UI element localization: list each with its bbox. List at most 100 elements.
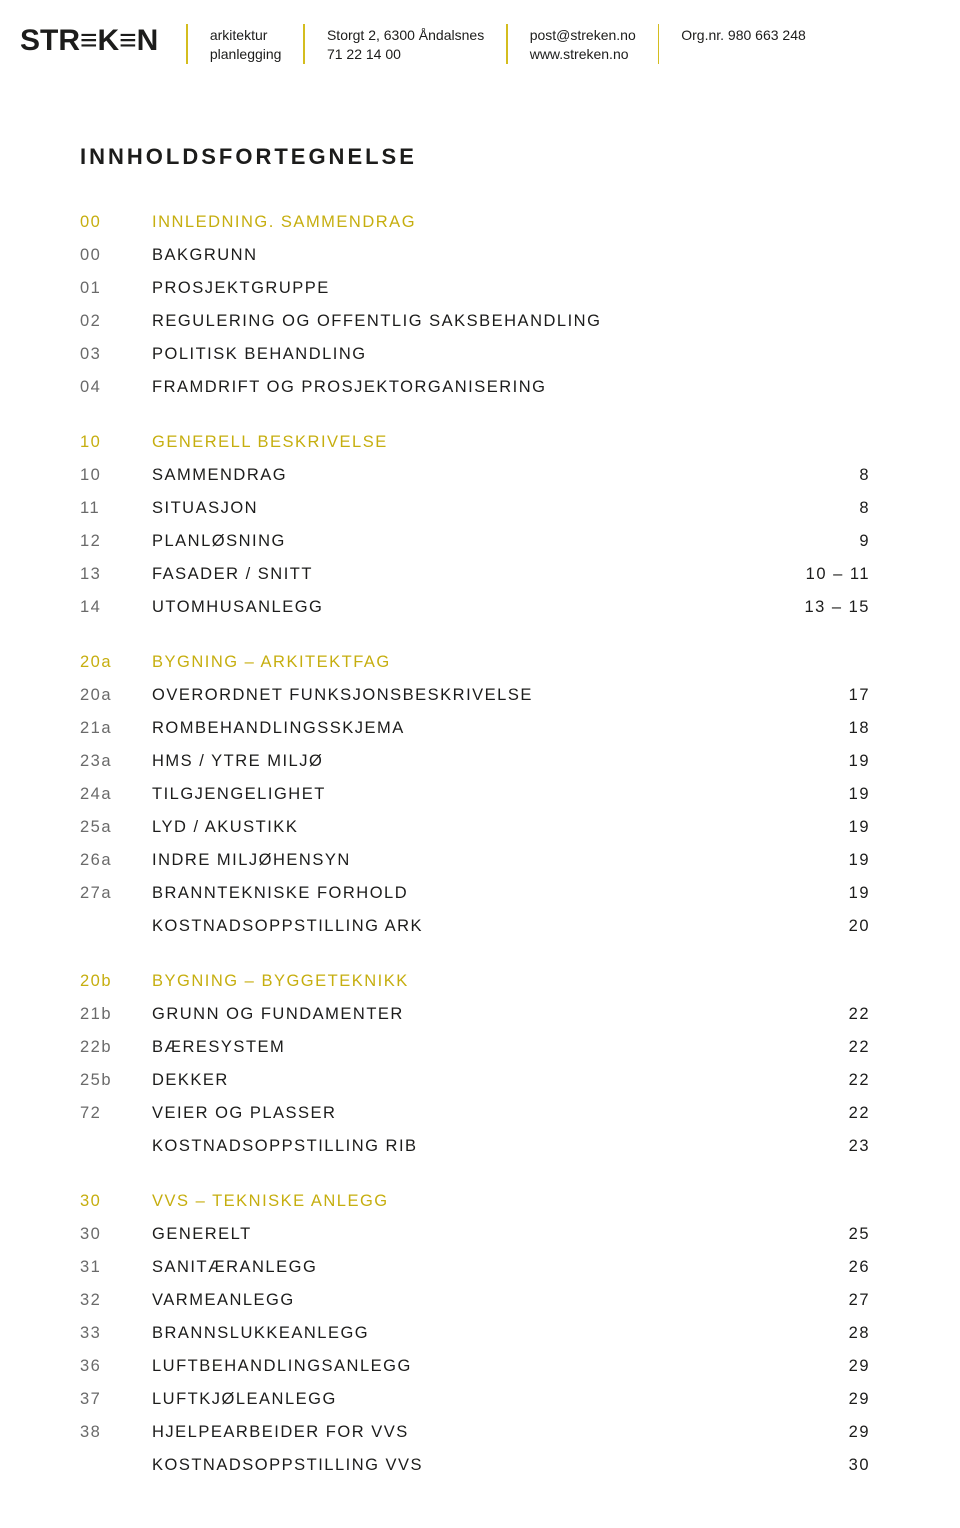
toc-num: 14 <box>80 591 152 624</box>
page-title: INNHOLDSFORTEGNELSE <box>80 144 870 170</box>
toc-num: 23a <box>80 745 152 778</box>
toc-section: 30VVS – TEKNISKE ANLEGG30GENERELT2531SAN… <box>80 1185 870 1482</box>
toc-num: 25b <box>80 1064 152 1097</box>
toc-label: POLITISK BEHANDLING <box>152 338 800 371</box>
toc-page: 19 <box>800 745 870 778</box>
toc-page: 22 <box>800 1064 870 1097</box>
toc-num: 02 <box>80 305 152 338</box>
toc-label: BRANNTEKNISKE FORHOLD <box>152 877 800 910</box>
toc-label: INDRE MILJØHENSYN <box>152 844 800 877</box>
toc-page: 30 <box>800 1449 870 1482</box>
toc-label: FASADER / SNITT <box>152 558 800 591</box>
toc-section: 20bBYGNING – BYGGETEKNIKK21bGRUNN OG FUN… <box>80 965 870 1163</box>
toc-row: 02REGULERING OG OFFENTLIG SAKSBEHANDLING <box>80 305 870 338</box>
toc-label: VVS – TEKNISKE ANLEGG <box>152 1185 870 1218</box>
toc-section-heading: 10GENERELL BESKRIVELSE <box>80 426 870 459</box>
toc-row: 37LUFTKJØLEANLEGG29 <box>80 1383 870 1416</box>
info-line: post@streken.no <box>530 26 636 45</box>
info-line: Storgt 2, 6300 Åndalsnes <box>327 26 484 45</box>
toc-section-heading: 20aBYGNING – ARKITEKTFAG <box>80 646 870 679</box>
info-line: arkitektur <box>210 26 282 45</box>
info-line: www.streken.no <box>530 45 636 64</box>
toc-section-heading: 30VVS – TEKNISKE ANLEGG <box>80 1185 870 1218</box>
toc-label: BYGNING – ARKITEKTFAG <box>152 646 870 679</box>
toc-label: INNLEDNING. SAMMENDRAG <box>152 206 870 239</box>
toc-label: UTOMHUSANLEGG <box>152 591 800 624</box>
toc-num: 25a <box>80 811 152 844</box>
toc-page: 8 <box>800 459 870 492</box>
toc-label: BYGNING – BYGGETEKNIKK <box>152 965 870 998</box>
toc-page: 28 <box>800 1317 870 1350</box>
toc-label: BÆRESYSTEM <box>152 1031 800 1064</box>
toc-row: 30GENERELT25 <box>80 1218 870 1251</box>
toc-num: 10 <box>80 459 152 492</box>
toc-label: KOSTNADSOPPSTILLING ARK <box>152 910 800 943</box>
toc-num: 30 <box>80 1185 152 1218</box>
toc-num: 26a <box>80 844 152 877</box>
toc-label: GENERELT <box>152 1218 800 1251</box>
table-of-contents: 00INNLEDNING. SAMMENDRAG00BAKGRUNN01PROS… <box>80 206 870 1482</box>
toc-row: 36LUFTBEHANDLINGSANLEGG29 <box>80 1350 870 1383</box>
toc-num: 04 <box>80 371 152 404</box>
toc-row: 25aLYD / AKUSTIKK19 <box>80 811 870 844</box>
toc-section-heading: 00INNLEDNING. SAMMENDRAG <box>80 206 870 239</box>
toc-label: BAKGRUNN <box>152 239 800 272</box>
toc-num: 72 <box>80 1097 152 1130</box>
toc-num: 20b <box>80 965 152 998</box>
toc-row: 11SITUASJON8 <box>80 492 870 525</box>
toc-num: 38 <box>80 1416 152 1449</box>
toc-row: 12PLANLØSNING9 <box>80 525 870 558</box>
toc-page: 29 <box>800 1350 870 1383</box>
toc-row: 10SAMMENDRAG8 <box>80 459 870 492</box>
toc-page: 10 – 11 <box>800 558 870 591</box>
toc-num: 37 <box>80 1383 152 1416</box>
toc-row: 72VEIER OG PLASSER22 <box>80 1097 870 1130</box>
toc-label: DEKKER <box>152 1064 800 1097</box>
toc-row: 23aHMS / YTRE MILJØ19 <box>80 745 870 778</box>
toc-page: 9 <box>800 525 870 558</box>
toc-num: 21b <box>80 998 152 1031</box>
toc-label: HMS / YTRE MILJØ <box>152 745 800 778</box>
toc-section: 10GENERELL BESKRIVELSE10SAMMENDRAG811SIT… <box>80 426 870 624</box>
info-line: planlegging <box>210 45 282 64</box>
toc-num: 00 <box>80 239 152 272</box>
toc-row: 20aOVERORDNET FUNKSJONSBESKRIVELSE17 <box>80 679 870 712</box>
toc-label: LUFTBEHANDLINGSANLEGG <box>152 1350 800 1383</box>
toc-label: KOSTNADSOPPSTILLING VVS <box>152 1449 800 1482</box>
info-col-1: arkitektur planlegging <box>188 26 304 64</box>
toc-num: 01 <box>80 272 152 305</box>
toc-num: 13 <box>80 558 152 591</box>
toc-num: 10 <box>80 426 152 459</box>
toc-label: SAMMENDRAG <box>152 459 800 492</box>
toc-label: VEIER OG PLASSER <box>152 1097 800 1130</box>
toc-num: 24a <box>80 778 152 811</box>
toc-row: 25bDEKKER22 <box>80 1064 870 1097</box>
toc-num: 22b <box>80 1031 152 1064</box>
toc-page: 29 <box>800 1383 870 1416</box>
toc-page: 29 <box>800 1416 870 1449</box>
toc-row: KOSTNADSOPPSTILLING ARK20 <box>80 910 870 943</box>
toc-row: 14UTOMHUSANLEGG13 – 15 <box>80 591 870 624</box>
toc-page: 19 <box>800 778 870 811</box>
toc-row: 21aROMBEHANDLINGSSKJEMA18 <box>80 712 870 745</box>
toc-label: PLANLØSNING <box>152 525 800 558</box>
toc-row: 32VARMEANLEGG27 <box>80 1284 870 1317</box>
toc-num: 21a <box>80 712 152 745</box>
toc-row: 04FRAMDRIFT OG PROSJEKTORGANISERING <box>80 371 870 404</box>
toc-num: 32 <box>80 1284 152 1317</box>
toc-num: 03 <box>80 338 152 371</box>
toc-num: 30 <box>80 1218 152 1251</box>
toc-row: 27aBRANNTEKNISKE FORHOLD19 <box>80 877 870 910</box>
info-col-3: post@streken.no www.streken.no <box>508 26 658 64</box>
toc-label: SITUASJON <box>152 492 800 525</box>
toc-label: REGULERING OG OFFENTLIG SAKSBEHANDLING <box>152 305 800 338</box>
toc-num: 11 <box>80 492 152 525</box>
toc-row: 01PROSJEKTGRUPPE <box>80 272 870 305</box>
info-col-2: Storgt 2, 6300 Åndalsnes 71 22 14 00 <box>305 26 506 64</box>
toc-num: 36 <box>80 1350 152 1383</box>
toc-num: 20a <box>80 679 152 712</box>
toc-page: 19 <box>800 877 870 910</box>
toc-section: 00INNLEDNING. SAMMENDRAG00BAKGRUNN01PROS… <box>80 206 870 404</box>
toc-label: ROMBEHANDLINGSSKJEMA <box>152 712 800 745</box>
toc-row: 21bGRUNN OG FUNDAMENTER22 <box>80 998 870 1031</box>
